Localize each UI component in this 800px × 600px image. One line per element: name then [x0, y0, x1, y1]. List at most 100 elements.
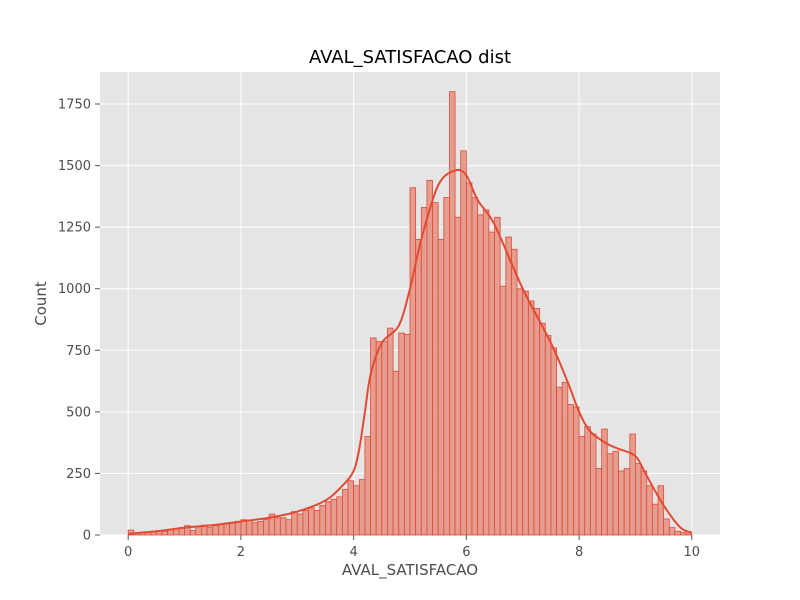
histogram-bar	[443, 197, 450, 536]
histogram-bar	[488, 231, 495, 536]
histogram-bar	[477, 214, 484, 536]
histogram-bar	[274, 517, 281, 536]
histogram-bar	[432, 202, 439, 536]
histogram-bar	[516, 288, 524, 536]
y-axis-label: Count	[32, 281, 50, 326]
histogram-bar	[685, 533, 693, 536]
histogram-bar	[189, 530, 197, 536]
histogram-bar	[296, 513, 304, 536]
histogram-bar	[251, 522, 259, 536]
histogram-bar	[623, 468, 631, 536]
y-tick-label: 250	[66, 467, 91, 482]
histogram-bar	[454, 216, 462, 536]
histogram-bar	[646, 485, 653, 536]
histogram-bar	[246, 519, 253, 536]
histogram-bar	[635, 463, 642, 536]
histogram-bar	[223, 522, 231, 536]
histogram-bar	[302, 509, 309, 536]
chart-title: AVAL_SATISFACAO dist	[309, 47, 511, 68]
histogram-bar	[161, 530, 169, 536]
histogram-bar	[257, 521, 264, 536]
histogram-bar	[313, 509, 321, 536]
histogram-bar	[381, 341, 388, 536]
histogram-bar	[319, 505, 326, 536]
histogram-bar	[657, 485, 665, 536]
histogram-bar	[437, 239, 445, 536]
histogram-bar	[415, 239, 422, 536]
histogram-bar	[308, 507, 315, 536]
histogram-bar	[285, 519, 293, 536]
histogram-bar	[589, 433, 597, 536]
histogram-bar	[217, 523, 225, 536]
x-tick-label: 4	[349, 545, 357, 560]
histogram-bar	[409, 187, 417, 536]
histogram-bar	[206, 527, 214, 536]
histogram-bar	[234, 521, 242, 536]
kde-line	[128, 168, 693, 535]
histogram-bar	[353, 485, 360, 536]
histogram-bar	[195, 525, 202, 536]
histogram-bar	[449, 91, 456, 536]
histogram-bar	[567, 404, 574, 536]
histogram-bar	[584, 426, 591, 536]
histogram-bar	[341, 489, 349, 536]
histogram-bar	[460, 150, 467, 536]
x-tick-label: 6	[462, 545, 470, 560]
histogram-bar	[499, 285, 507, 536]
histogram-bar	[279, 517, 287, 536]
histogram-bar	[291, 511, 298, 536]
x-tick-label: 8	[575, 545, 583, 560]
histogram-bar	[527, 300, 535, 536]
histogram-bar	[420, 207, 428, 536]
histogram-bar	[482, 209, 490, 536]
histogram-bar	[618, 470, 625, 536]
x-tick-label: 10	[684, 545, 701, 560]
y-tick-label: 1250	[58, 221, 91, 236]
x-tick-label: 2	[237, 545, 245, 560]
histogram-bar	[561, 381, 569, 536]
histogram-bar	[601, 428, 608, 536]
histogram-bar	[387, 327, 394, 536]
histogram-bar	[229, 522, 236, 536]
histogram-bar	[539, 322, 546, 536]
histogram-bar	[522, 290, 529, 536]
y-tick-label: 1000	[58, 282, 91, 297]
y-tick-label: 1500	[58, 159, 91, 174]
histogram-bar	[336, 496, 343, 536]
histogram-bar	[358, 479, 366, 536]
histogram-bar	[668, 527, 676, 536]
y-tick-label: 1750	[58, 98, 91, 113]
histogram-bar	[640, 470, 648, 536]
histogram-bar	[578, 436, 586, 536]
histogram-bar	[595, 468, 603, 536]
histogram-bar	[533, 308, 541, 536]
histogram-bar	[398, 332, 405, 536]
histogram-bar	[403, 333, 411, 536]
histogram-bar	[364, 436, 371, 536]
histogram-bar	[426, 179, 433, 536]
histogram-bar	[550, 347, 557, 536]
y-tick-label: 500	[66, 405, 91, 420]
histogram-bar	[465, 182, 473, 536]
x-axis-ticks: 0 2 4 6 8 10	[124, 535, 700, 560]
histogram-bar	[505, 236, 512, 536]
histogram-bar	[556, 386, 563, 536]
histogram-bar	[544, 335, 552, 536]
histogram-bar	[680, 532, 687, 536]
histogram-bar	[629, 433, 636, 536]
x-tick-label: 0	[124, 545, 132, 560]
histogram-bar	[573, 406, 580, 536]
histogram-bar	[494, 216, 501, 536]
histogram-bar	[375, 341, 383, 536]
histogram-bar	[612, 450, 619, 536]
histogram-bar	[330, 498, 338, 536]
x-axis-label: AVAL_SATISFACAO	[342, 561, 478, 580]
histogram-bar	[392, 370, 400, 536]
histogram-bar	[651, 503, 659, 536]
histogram-bar	[325, 501, 332, 536]
histogram-bar	[263, 519, 270, 536]
y-tick-label: 750	[66, 344, 91, 359]
histogram-bar	[471, 197, 479, 536]
